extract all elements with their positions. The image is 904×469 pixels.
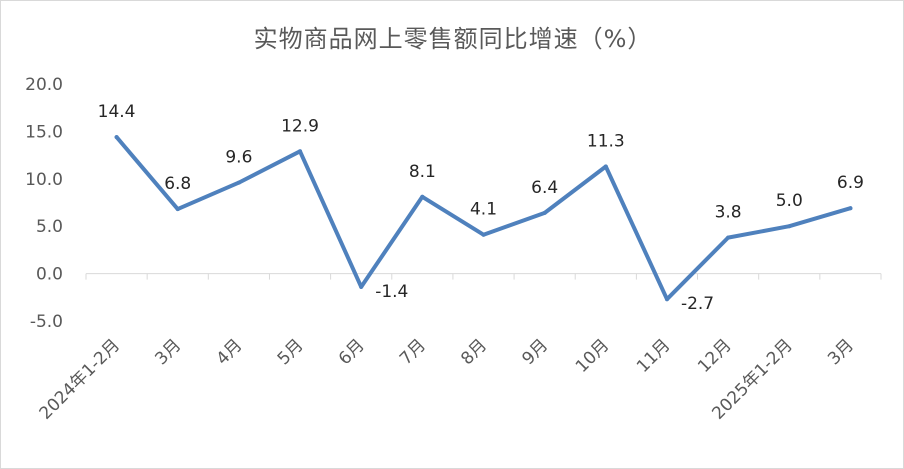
x-category-label: 6月 [335,335,369,369]
x-category-label: 3月 [824,335,858,369]
x-category-label: 11月 [633,335,674,376]
data-label: 11.3 [587,131,625,151]
y-tick-label: 20.0 [25,75,63,95]
x-category-label: 2024年1-2月 [36,335,124,423]
y-tick-label: 5.0 [36,217,63,237]
x-category-label: 10月 [572,335,613,376]
y-tick-label: 10.0 [25,170,63,190]
data-label: 9.6 [225,148,252,168]
data-point [236,180,241,185]
data-point [481,232,486,237]
x-category-label: 7月 [396,335,430,369]
data-label: 6.4 [531,178,558,198]
chart-title: 实物商品网上零售额同比增速（%） [253,25,653,53]
data-label: 8.1 [409,162,436,182]
data-label: 12.9 [281,116,319,136]
data-label: 14.4 [98,102,136,122]
data-point [726,235,731,240]
data-point [420,194,425,199]
x-category-label: 12月 [694,335,735,376]
data-label: 5.0 [776,191,803,211]
data-label: 4.1 [470,200,497,220]
y-tick-label: 0.0 [36,265,63,285]
data-point [114,135,119,140]
y-tick-label: 15.0 [25,122,63,142]
data-label: -1.4 [375,282,408,302]
data-label: -2.7 [681,294,714,314]
data-label: 3.8 [715,203,742,223]
data-point [542,210,547,215]
x-category-label: 5月 [274,335,308,369]
data-point [603,164,608,169]
x-category-label: 4月 [213,335,247,369]
data-point [359,284,364,289]
y-tick-label: -5.0 [30,312,63,332]
x-category-label: 8月 [457,335,491,369]
data-point [664,297,669,302]
data-label: 6.8 [164,174,191,194]
x-category-label: 3月 [151,335,185,369]
data-point [848,206,853,211]
data-point [175,207,180,212]
data-point [787,224,792,229]
x-category-label: 9月 [518,335,552,369]
data-label: 6.9 [837,173,864,193]
data-point [298,149,303,154]
